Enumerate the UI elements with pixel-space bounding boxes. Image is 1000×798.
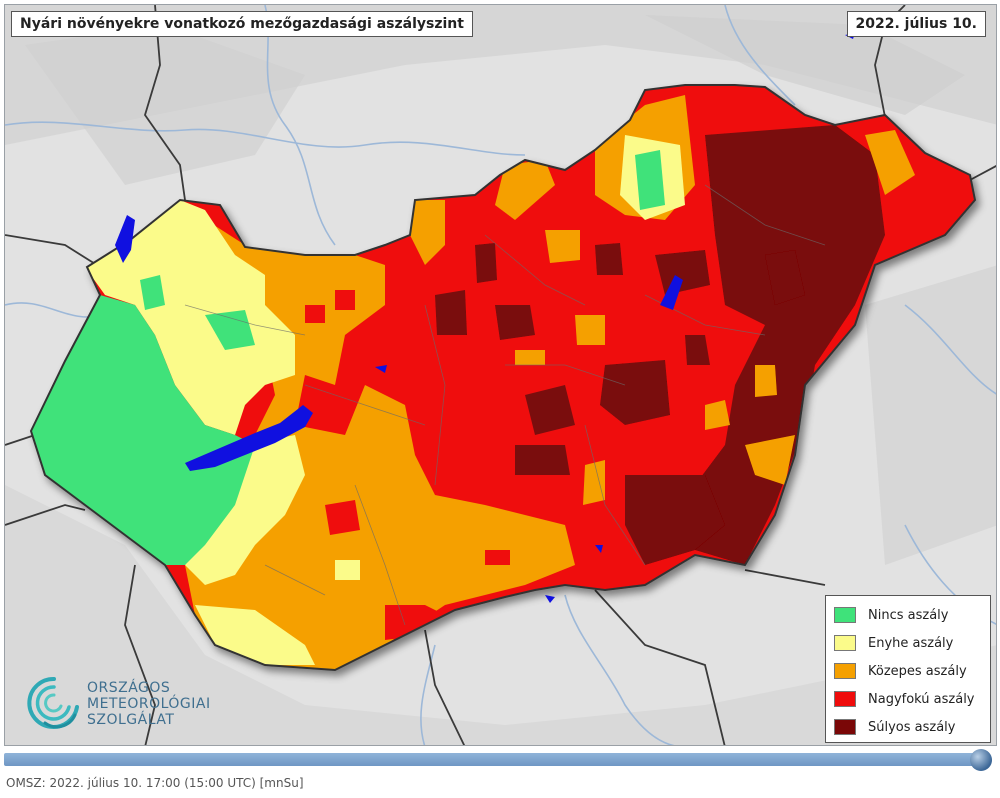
legend-swatch (834, 691, 856, 707)
lake-balaton (185, 405, 313, 471)
legend-label: Súlyos aszály (868, 719, 956, 735)
drought-map: Nyári növényekre vonatkozó mezőgazdasági… (4, 4, 997, 746)
lake-tisza (660, 275, 683, 310)
legend-item-nincs: Nincs aszály (834, 601, 990, 629)
omsz-logo-icon (27, 676, 79, 729)
legend-item-enyhe: Enyhe aszály (834, 629, 990, 657)
footer-code: [mnSu] (259, 776, 304, 790)
map-date: 2022. július 10. (846, 11, 986, 37)
legend-swatch (834, 607, 856, 623)
logo-line-3: SZOLGÁLAT (87, 712, 175, 728)
omsz-logo: ORSZÁGOS METEOROLÓGIAI SZOLGÁLAT (25, 673, 225, 735)
lakes (115, 33, 855, 603)
lake-ferto (115, 215, 135, 263)
legend-label: Enyhe aszály (868, 635, 954, 651)
timeline-slider-handle[interactable] (970, 749, 992, 771)
legend-label: Nincs aszály (868, 607, 949, 623)
timeline-slider-track[interactable] (4, 753, 984, 766)
legend-label: Nagyfokú aszály (868, 691, 975, 707)
legend-item-sulyos: Súlyos aszály (834, 713, 990, 741)
logo-line-1: ORSZÁGOS (87, 680, 171, 696)
legend-item-kozepes: Közepes aszály (834, 657, 990, 685)
legend-swatch (834, 663, 856, 679)
legend-swatch (834, 635, 856, 651)
legend-swatch (834, 719, 856, 735)
legend-item-nagyfoku: Nagyfokú aszály (834, 685, 990, 713)
legend-label: Közepes aszály (868, 663, 967, 679)
map-canvas (5, 5, 996, 745)
legend: Nincs aszály Enyhe aszály Közepes aszály… (825, 595, 991, 743)
logo-line-2: METEOROLÓGIAI (87, 696, 211, 712)
footer: OMSZ: 2022. július 10. 17:00 (15:00 UTC)… (6, 776, 304, 790)
footer-source: OMSZ: 2022. július 10. 17:00 (15:00 UTC) (6, 776, 256, 790)
map-title: Nyári növényekre vonatkozó mezőgazdasági… (11, 11, 473, 37)
